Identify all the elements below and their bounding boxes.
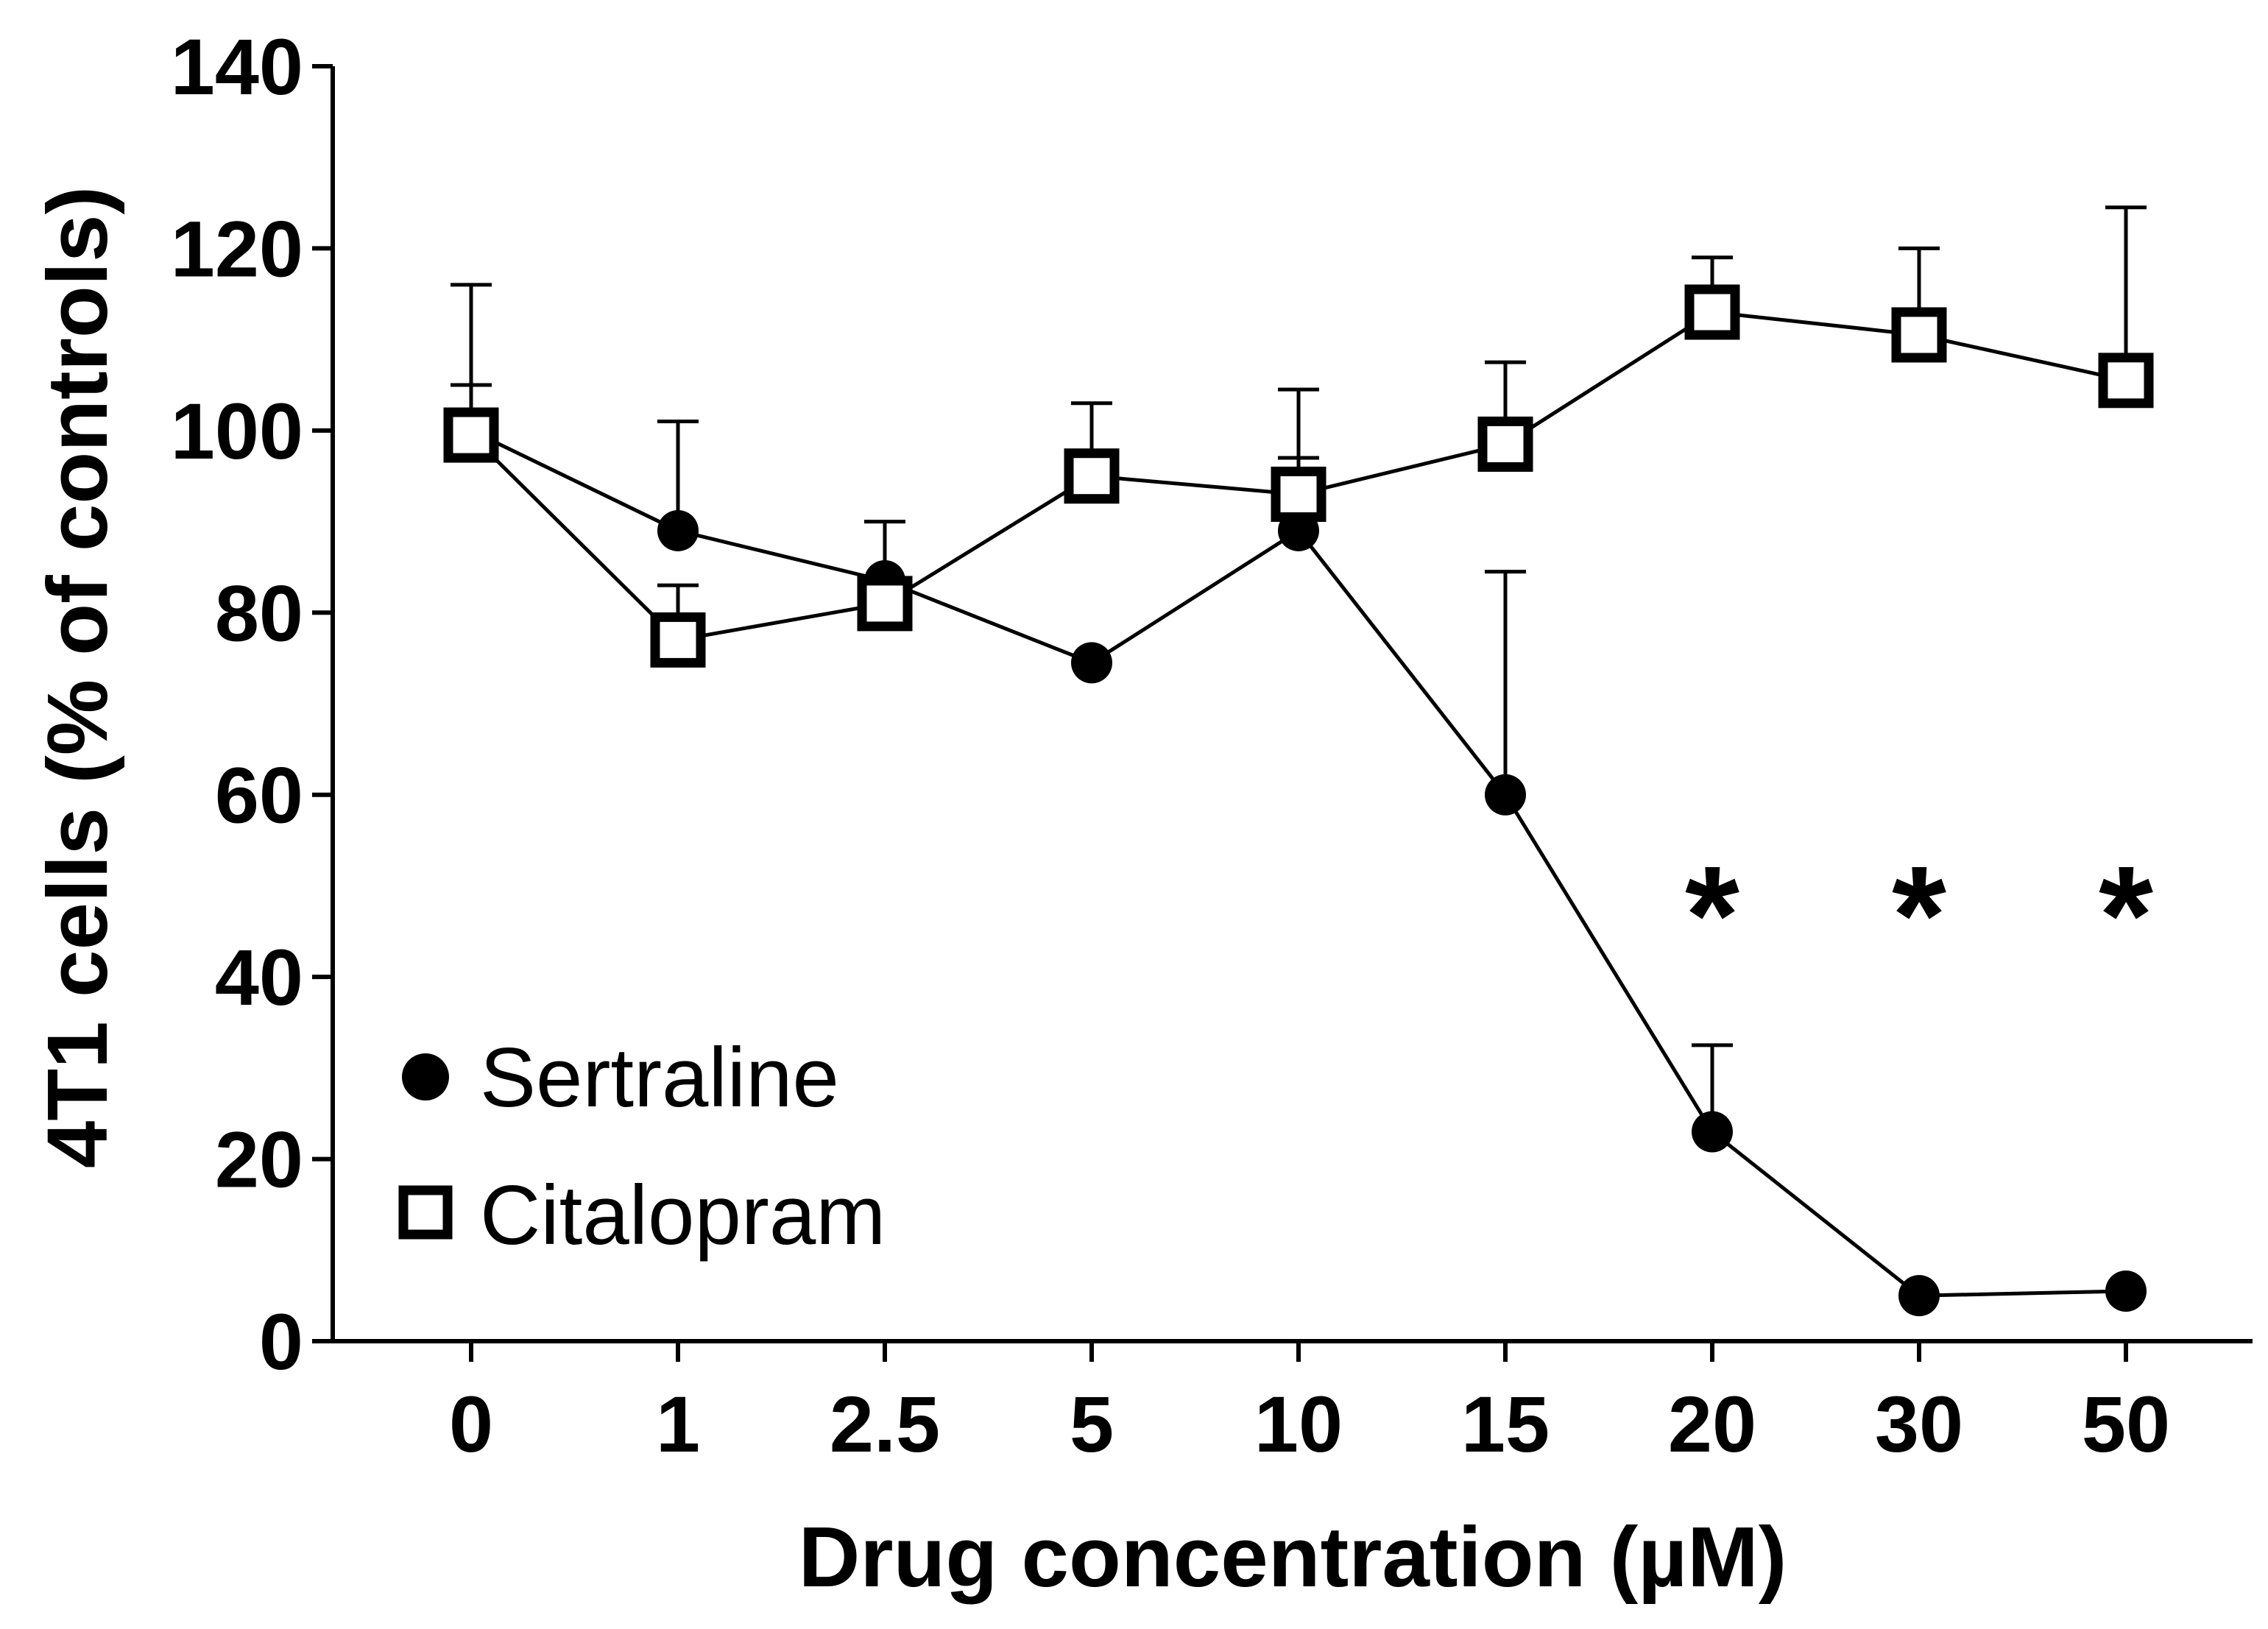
x-tick-label: 15 (1461, 1379, 1550, 1469)
x-tick-label: 1 (656, 1379, 700, 1469)
x-tick-labels: 0 1 2.5 5 10 15 20 30 50 (449, 1379, 2170, 1469)
data-point-citalopram (1684, 284, 1740, 340)
significance-asterisk: * (1685, 838, 1739, 994)
x-axis-title: Drug concentration (µM) (799, 1509, 1787, 1605)
x-tick-label: 20 (1668, 1379, 1756, 1469)
series-line-sertraline (470, 428, 2127, 1298)
data-point-citalopram (2098, 353, 2154, 409)
legend-label-sertraline: Sertraline (480, 1031, 839, 1125)
series-layer (443, 205, 2154, 1317)
y-tick-label: 0 (259, 1297, 303, 1386)
data-point-citalopram (1477, 416, 1533, 472)
y-tick-label: 20 (215, 1115, 303, 1204)
data-point-citalopram (443, 407, 499, 463)
legend-marker-sertraline (402, 1053, 449, 1100)
data-point-sertraline (657, 509, 699, 551)
data-point-citalopram (650, 612, 706, 668)
y-tick-label: 80 (215, 568, 303, 657)
y-axis-title: 4T1 cells (% of controls) (29, 186, 125, 1168)
x-tick-label: 0 (449, 1379, 493, 1469)
x-tick-label: 2.5 (830, 1379, 940, 1469)
y-tick-label: 40 (215, 933, 303, 1022)
y-tick-label: 120 (171, 204, 303, 293)
legend: Sertraline Citalopram (398, 1031, 886, 1262)
significance-asterisk: * (2099, 838, 2153, 994)
data-point-citalopram (1891, 307, 1947, 363)
annotation-layer: * * * (1685, 838, 2153, 994)
data-point-sertraline (1898, 1275, 1940, 1317)
data-point-sertraline (1485, 774, 1526, 816)
data-point-sertraline (1071, 642, 1112, 684)
data-point-citalopram (1271, 466, 1326, 522)
y-tick-label: 60 (215, 751, 303, 840)
significance-asterisk: * (1892, 838, 1946, 994)
data-point-citalopram (1064, 448, 1120, 504)
x-tick-label: 5 (1070, 1379, 1114, 1469)
y-tick-labels: 0 20 40 60 80 100 120 140 (171, 22, 303, 1386)
data-point-citalopram (857, 576, 913, 632)
data-point-sertraline (1692, 1111, 1733, 1153)
x-tick-label: 30 (1875, 1379, 1963, 1469)
legend-marker-citalopram (398, 1185, 453, 1240)
series-citalopram (443, 205, 2154, 668)
y-tick-label: 140 (171, 22, 303, 111)
legend-label-citalopram: Citalopram (480, 1169, 886, 1262)
series-sertraline (451, 383, 2147, 1317)
data-point-sertraline (2105, 1270, 2147, 1312)
x-tick-label: 50 (2082, 1379, 2170, 1469)
y-tick-label: 100 (171, 386, 303, 476)
axes (312, 64, 2253, 1362)
x-tick-label: 10 (1254, 1379, 1343, 1469)
